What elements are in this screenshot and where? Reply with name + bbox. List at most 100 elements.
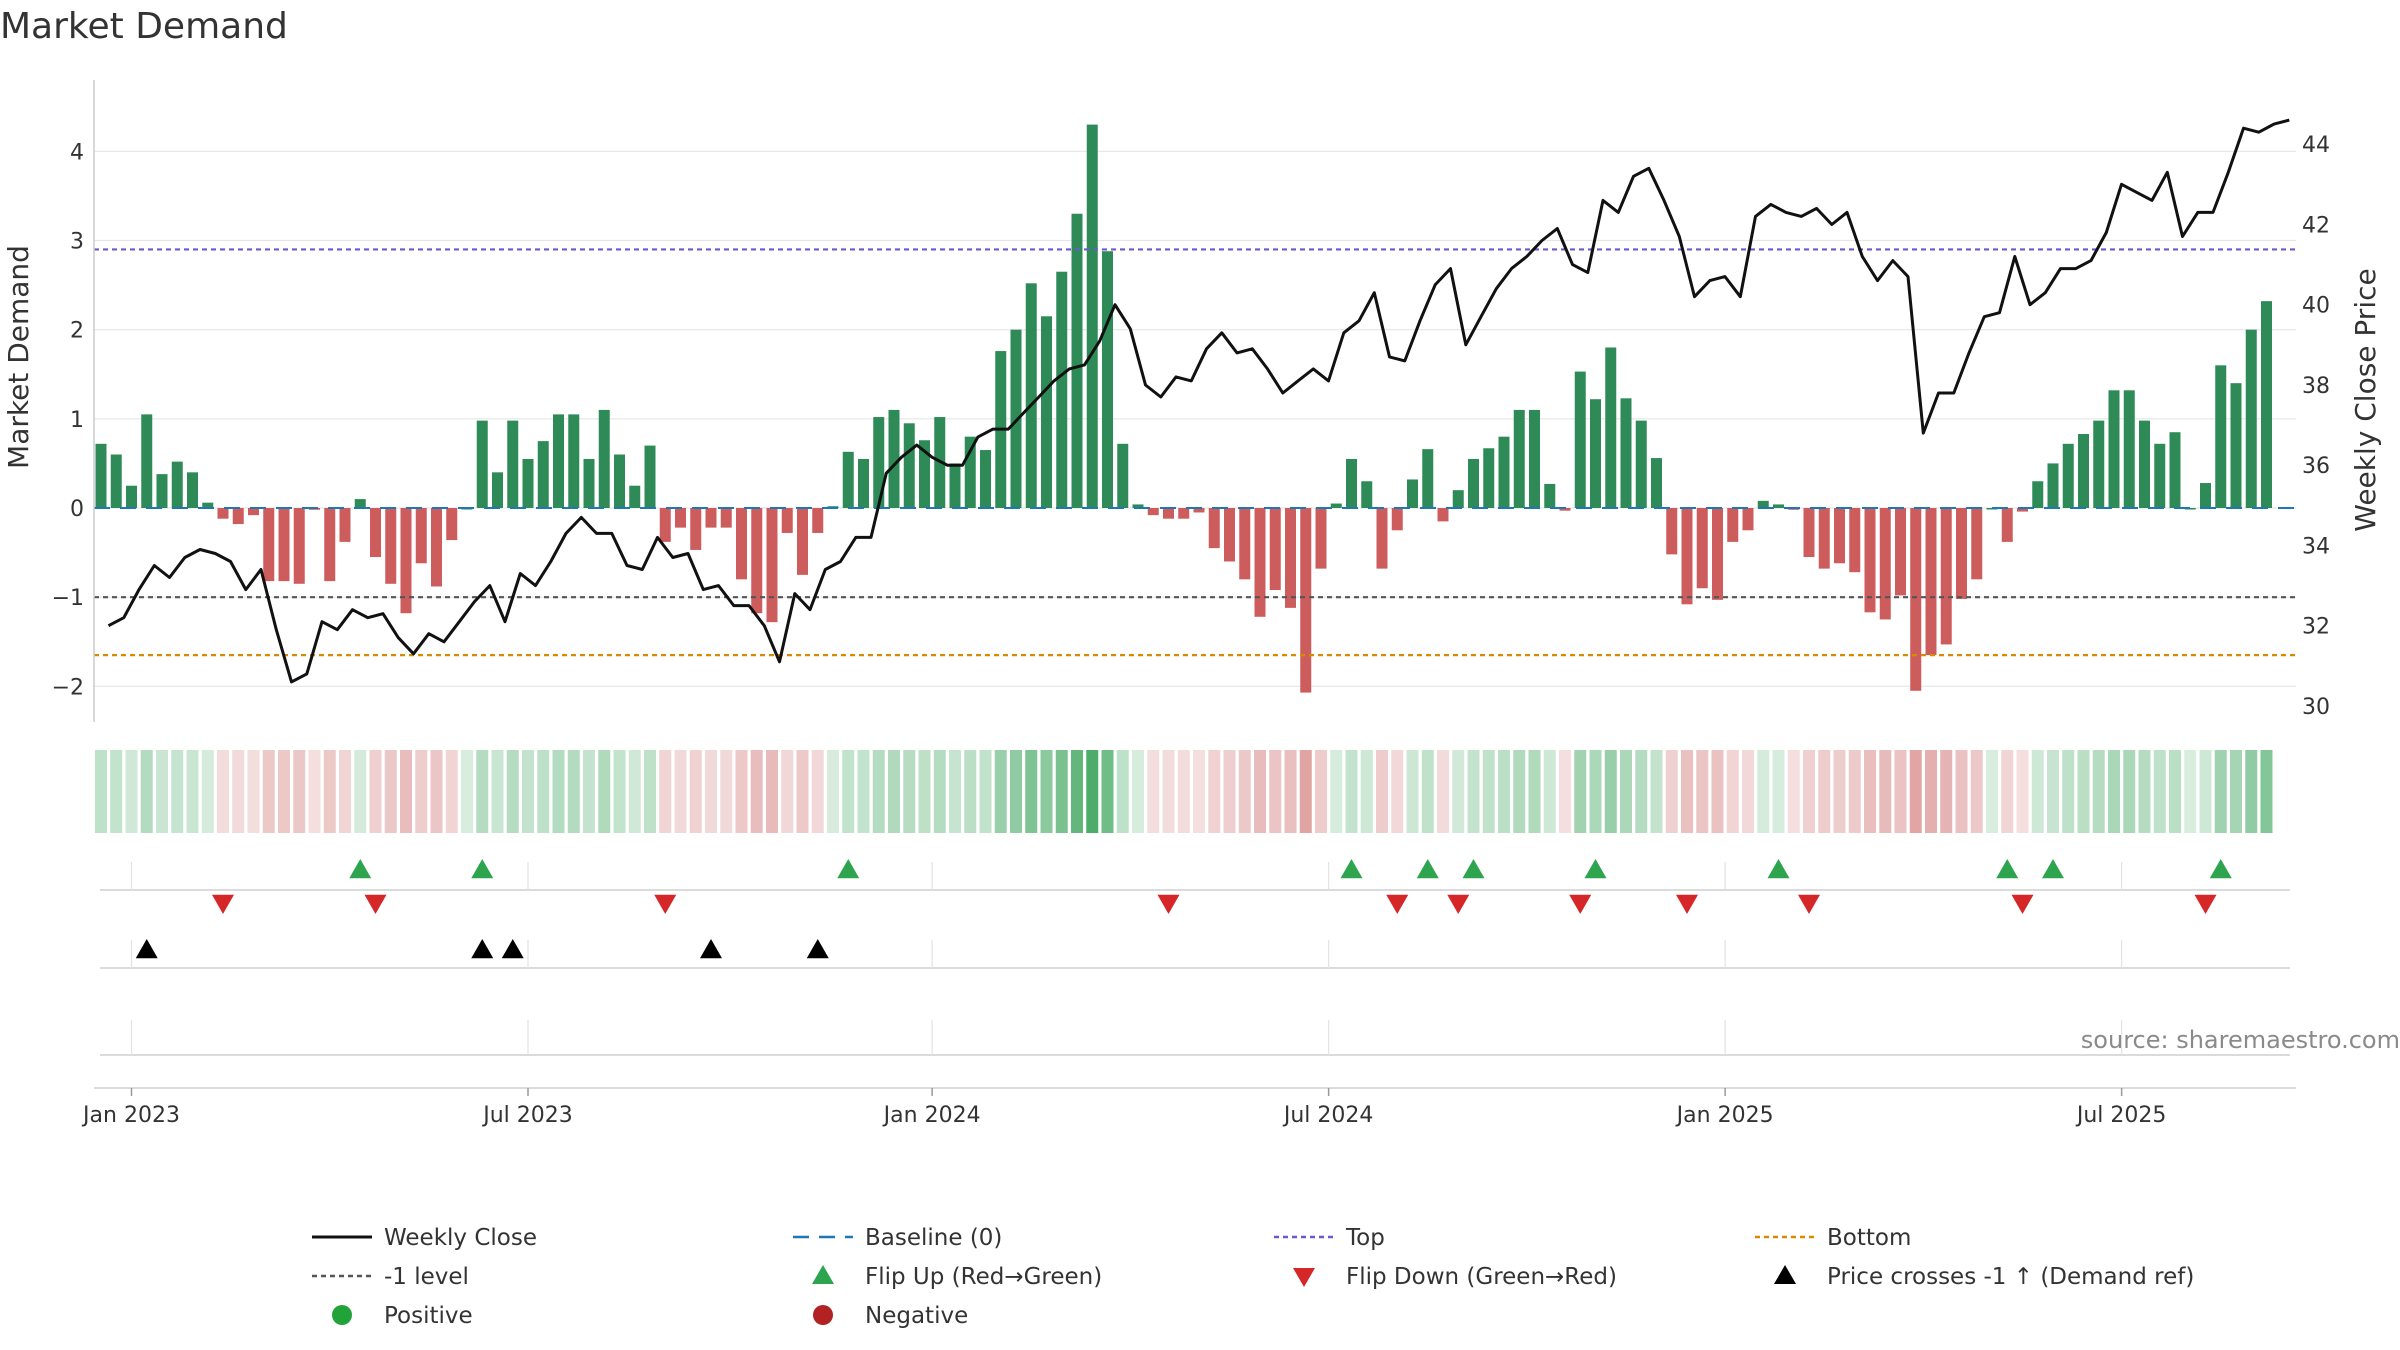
negative-bar (1315, 508, 1327, 569)
legend: Weekly Close Baseline (0) Top Bottom -1 leve… (312, 1225, 2194, 1329)
heat-cell (308, 750, 321, 833)
negative-bar (1376, 508, 1388, 569)
heat-cell (95, 750, 107, 833)
legend-label: Weekly Close (384, 1225, 537, 1251)
left-axis-label: Market Demand (2, 245, 35, 469)
legend-item: Price crosses -1 ↑ (Demand ref) (1774, 1264, 2194, 1290)
heat-cell (537, 750, 550, 833)
negative-bar (1864, 508, 1876, 613)
price-cross-marker (135, 939, 158, 959)
positive-bar (980, 450, 991, 508)
positive-bar (1529, 409, 1540, 508)
positive-bar (1483, 448, 1495, 508)
negative-bar (2001, 508, 2013, 542)
legend-label: Bottom (1827, 1225, 1911, 1251)
positive-bar (171, 461, 183, 508)
heat-cell (1925, 750, 1937, 833)
positive-bar (507, 420, 519, 508)
negative-bar (446, 508, 458, 541)
negative-bar (1391, 508, 1403, 531)
negative-bar (278, 508, 290, 582)
legend-label: Positive (384, 1303, 473, 1329)
flip-up-marker (1462, 859, 1485, 879)
legend-swatch-triangle-up (1774, 1265, 1796, 1284)
positive-bar (2200, 483, 2211, 508)
positive-bar (2215, 365, 2227, 508)
positive-bar (1056, 271, 1068, 508)
negative-bar (400, 508, 412, 614)
x-tick-label: Jan 2025 (1675, 1103, 1774, 1128)
flip-up-marker (2209, 859, 2232, 879)
positive-bar (1544, 483, 1556, 508)
heat-cell (949, 750, 961, 833)
heat-cell (1208, 750, 1221, 833)
positive-bar (1605, 347, 1617, 508)
legend-item: Top (1274, 1225, 1385, 1251)
flip-down-marker (2011, 894, 2034, 914)
legend-swatch-dot (813, 1305, 833, 1325)
heat-cell (1025, 750, 1038, 833)
flip-down-marker (654, 894, 677, 914)
heat-cell (1071, 750, 1083, 833)
left-tick-label: 3 (70, 230, 84, 255)
negative-bar (1147, 508, 1159, 516)
x-tick-label: Jan 2023 (81, 1103, 180, 1128)
legend-label: -1 level (384, 1264, 469, 1290)
heat-cell (278, 750, 290, 833)
positive-bar (1346, 458, 1357, 508)
heat-cell (1101, 750, 1114, 833)
positive-bar (476, 420, 488, 508)
negative-bar (736, 508, 747, 580)
positive-bar (1132, 504, 1144, 508)
positive-bar (2154, 443, 2166, 508)
positive-bar (919, 440, 930, 508)
positive-bar (842, 451, 854, 508)
heat-cell (1543, 750, 1556, 833)
heat-cell (522, 750, 534, 833)
heat-cell (1772, 750, 1785, 833)
legend-item: Bottom (1755, 1225, 1911, 1251)
heat-cell (796, 750, 809, 833)
positive-bar (903, 423, 915, 508)
flip-up-marker (1584, 859, 1607, 879)
negative-bar (1224, 508, 1235, 562)
flip-up-marker (1340, 859, 1363, 879)
heat-cell (1665, 750, 1678, 833)
negative-bar (415, 508, 427, 564)
heat-cell (2123, 750, 2136, 833)
demand-heat-strip (95, 750, 2273, 833)
positive-bar (598, 409, 610, 508)
positive-bar (2047, 463, 2059, 508)
negative-bar (385, 508, 397, 584)
heat-cell (1345, 750, 1358, 833)
negative-bar (324, 508, 336, 582)
heat-cell (461, 750, 473, 833)
x-tick-label: Jul 2024 (1282, 1103, 1374, 1128)
heat-cell (1330, 750, 1343, 833)
right-tick-label: 42 (2302, 213, 2330, 238)
heat-cell (339, 750, 351, 833)
negative-bar (1254, 508, 1266, 617)
flip-down-marker (2194, 894, 2217, 914)
legend-swatch-dot (332, 1305, 352, 1325)
positive-bar (1025, 283, 1037, 508)
negative-bar (1940, 508, 1952, 645)
demand-bars (95, 124, 2272, 693)
positive-bar (1330, 503, 1342, 508)
positive-bar (553, 414, 564, 508)
heat-cell (1787, 750, 1800, 833)
negative-bar (1727, 508, 1739, 542)
heat-cell (1147, 750, 1160, 833)
heat-cell (1574, 750, 1587, 833)
left-tick-label: −2 (52, 675, 84, 700)
positive-bar (1041, 316, 1052, 508)
negative-bar (339, 508, 351, 542)
heat-cell (857, 750, 870, 833)
heat-cell (1589, 750, 1602, 833)
positive-bar (888, 409, 900, 508)
heat-cell (1726, 750, 1739, 833)
weekly-close-line (107, 118, 2290, 684)
positive-bar (949, 463, 961, 508)
heat-cell (2092, 750, 2105, 833)
